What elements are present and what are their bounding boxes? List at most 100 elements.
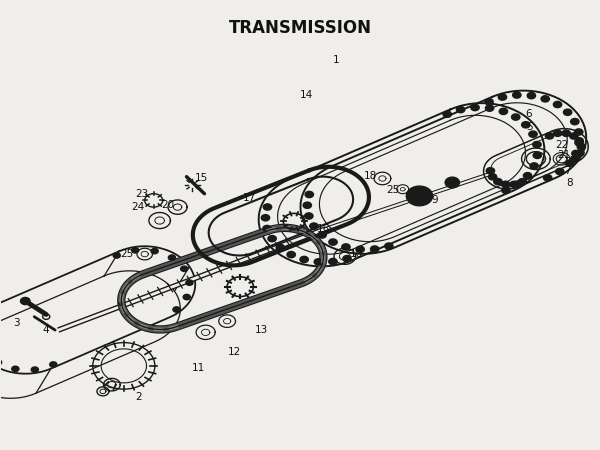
Text: 23: 23 [135,189,148,199]
Circle shape [502,181,510,187]
Circle shape [571,118,579,125]
Text: 12: 12 [227,347,241,357]
Circle shape [556,168,564,175]
Text: 17: 17 [242,193,256,203]
Circle shape [287,252,295,258]
Circle shape [186,280,193,285]
Circle shape [445,177,460,188]
Circle shape [0,360,2,365]
Text: 8: 8 [566,177,573,188]
Circle shape [169,255,176,260]
Circle shape [565,160,574,166]
Circle shape [488,174,497,180]
Circle shape [512,114,520,120]
Circle shape [514,181,522,187]
Circle shape [523,172,532,179]
Text: 1: 1 [332,54,339,64]
Text: 25: 25 [386,185,399,195]
Circle shape [562,130,571,136]
Circle shape [276,244,284,251]
Text: 21: 21 [557,150,571,160]
Text: 22: 22 [555,140,568,150]
Text: TRANSMISSION: TRANSMISSION [229,19,371,37]
Circle shape [329,239,337,245]
Circle shape [527,93,536,99]
Circle shape [498,94,506,100]
Circle shape [486,168,494,174]
Circle shape [385,243,393,249]
Circle shape [571,155,579,162]
Circle shape [553,101,562,108]
Circle shape [502,187,510,194]
Text: 20: 20 [161,200,174,210]
Circle shape [183,294,190,300]
Circle shape [50,362,57,367]
Circle shape [443,111,451,117]
Circle shape [530,163,538,169]
Circle shape [576,150,584,156]
Circle shape [553,130,562,136]
Circle shape [572,150,580,157]
Text: 18: 18 [364,171,377,181]
Text: 9: 9 [431,195,437,205]
Circle shape [533,141,541,148]
Circle shape [31,367,38,372]
Text: 16: 16 [317,225,331,234]
Text: 10: 10 [350,249,363,259]
Circle shape [494,179,502,185]
Circle shape [181,266,188,271]
Text: 15: 15 [195,173,208,183]
Circle shape [577,144,586,150]
Circle shape [300,256,308,263]
Circle shape [545,133,554,139]
Circle shape [529,131,537,137]
Text: 13: 13 [254,325,268,335]
Text: 25: 25 [120,249,133,259]
Circle shape [521,122,530,128]
Circle shape [563,109,572,115]
Circle shape [310,223,318,229]
Circle shape [263,204,272,210]
Circle shape [12,366,19,372]
Circle shape [318,232,326,238]
Circle shape [131,248,139,253]
Circle shape [575,140,583,146]
Circle shape [314,259,322,265]
Circle shape [151,248,158,254]
Circle shape [343,256,351,262]
Circle shape [575,138,583,144]
Text: 11: 11 [192,363,205,373]
Text: 6: 6 [526,109,532,119]
Text: 14: 14 [299,90,313,100]
Circle shape [485,99,493,105]
Circle shape [113,253,120,258]
Circle shape [406,186,433,206]
Text: 3: 3 [13,319,20,328]
Circle shape [457,107,465,113]
Circle shape [544,175,552,181]
Circle shape [471,104,479,111]
Circle shape [329,258,337,265]
Text: 7: 7 [564,166,571,176]
Circle shape [533,152,541,158]
Circle shape [303,202,311,208]
Circle shape [569,133,578,139]
Circle shape [485,105,494,111]
Circle shape [173,307,180,312]
Text: 24: 24 [131,202,144,212]
Circle shape [263,225,271,232]
Circle shape [261,215,269,221]
Text: 2: 2 [136,392,142,402]
Circle shape [510,181,518,188]
Circle shape [356,246,364,252]
Circle shape [20,297,30,305]
Circle shape [305,191,313,198]
Circle shape [342,244,350,250]
Circle shape [268,235,276,242]
Circle shape [512,92,521,98]
Circle shape [575,129,583,135]
Circle shape [518,179,526,185]
Text: 4: 4 [43,325,49,335]
Circle shape [305,213,313,219]
Circle shape [499,108,508,114]
